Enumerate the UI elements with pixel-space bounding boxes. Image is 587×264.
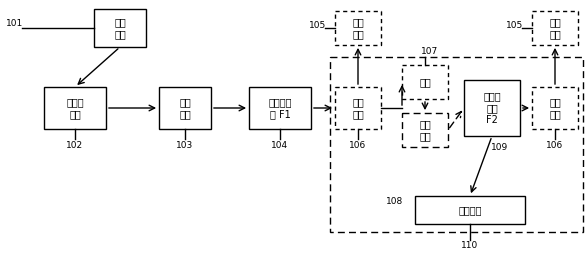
Text: 103: 103 <box>176 140 194 149</box>
Text: 107: 107 <box>421 46 438 55</box>
Text: 101: 101 <box>6 20 23 29</box>
Text: 105: 105 <box>309 21 326 30</box>
Text: 109: 109 <box>491 144 508 153</box>
Text: 成熟
种子: 成熟 种子 <box>179 97 191 119</box>
Text: 108: 108 <box>386 197 404 206</box>
Bar <box>532 11 578 45</box>
Text: 发酵培
养基
F2: 发酵培 养基 F2 <box>483 91 501 125</box>
Bar <box>532 87 578 129</box>
Text: 成熟
孢子: 成熟 孢子 <box>114 17 126 39</box>
Bar <box>249 87 311 129</box>
Text: 106: 106 <box>349 140 367 149</box>
Bar <box>402 113 448 147</box>
Text: 106: 106 <box>546 140 564 149</box>
Bar <box>330 57 583 232</box>
Text: 发酵
结束: 发酵 结束 <box>352 17 364 39</box>
Bar <box>464 80 520 136</box>
Text: 110: 110 <box>461 242 478 251</box>
Bar <box>402 65 448 99</box>
Bar <box>335 87 381 129</box>
Text: 分散
处理: 分散 处理 <box>419 119 431 141</box>
Text: 发酵培养
基 F1: 发酵培养 基 F1 <box>268 97 292 119</box>
Text: 种子培
养基: 种子培 养基 <box>66 97 84 119</box>
Text: 发酵
结束: 发酵 结束 <box>549 17 561 39</box>
Text: 104: 104 <box>271 140 289 149</box>
Text: 102: 102 <box>66 140 83 149</box>
Bar <box>415 196 525 224</box>
Text: 分割: 分割 <box>419 77 431 87</box>
Bar <box>335 11 381 45</box>
Bar <box>44 87 106 129</box>
Bar <box>94 9 146 47</box>
Text: 发酵
培养: 发酵 培养 <box>549 97 561 119</box>
Text: 发酵
培养: 发酵 培养 <box>352 97 364 119</box>
Text: 重复循环: 重复循环 <box>458 205 482 215</box>
Bar <box>159 87 211 129</box>
Text: 105: 105 <box>507 21 524 30</box>
